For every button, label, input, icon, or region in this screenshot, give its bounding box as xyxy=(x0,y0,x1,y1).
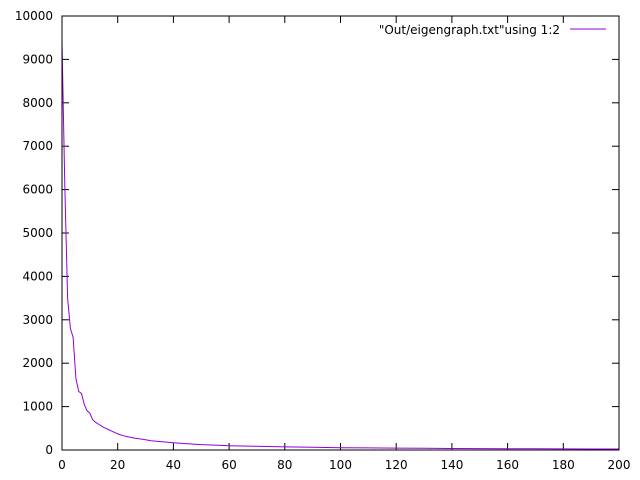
y-tick-label: 4000 xyxy=(22,269,53,283)
legend: "Out/eigengraph.txt"using 1:2 xyxy=(379,23,606,37)
axis-tick-labels: 0 20 40 60 80 100 120 140 160 180 2000100020003000… xyxy=(15,9,631,472)
y-tick-label: 2000 xyxy=(22,356,53,370)
y-tick-label: 3000 xyxy=(22,313,53,327)
x-tick-label: 180 xyxy=(552,458,575,472)
y-tick-label: 7000 xyxy=(22,139,53,153)
x-tick-label: 140 xyxy=(440,458,463,472)
x-tick-label: 0 xyxy=(58,458,66,472)
x-tick-label: 100 xyxy=(329,458,352,472)
y-tick-label: 6000 xyxy=(22,183,53,197)
series-line xyxy=(61,41,619,450)
x-tick-label: 160 xyxy=(496,458,519,472)
x-tick-label: 120 xyxy=(385,458,408,472)
x-tick-label: 40 xyxy=(166,458,181,472)
plot-frame xyxy=(61,15,620,451)
x-tick-label: 60 xyxy=(221,458,236,472)
y-tick-label: 0 xyxy=(45,443,53,457)
y-tick-label: 5000 xyxy=(22,226,53,240)
y-tick-label: 10000 xyxy=(15,9,53,23)
y-tick-label: 1000 xyxy=(22,400,53,414)
x-tick-label: 200 xyxy=(608,458,631,472)
y-tick-label: 8000 xyxy=(22,96,53,110)
x-tick-label: 80 xyxy=(277,458,292,472)
y-tick-label: 9000 xyxy=(22,52,53,66)
legend-label: "Out/eigengraph.txt"using 1:2 xyxy=(379,23,560,37)
series-layer xyxy=(61,41,619,450)
x-tick-label: 20 xyxy=(110,458,125,472)
